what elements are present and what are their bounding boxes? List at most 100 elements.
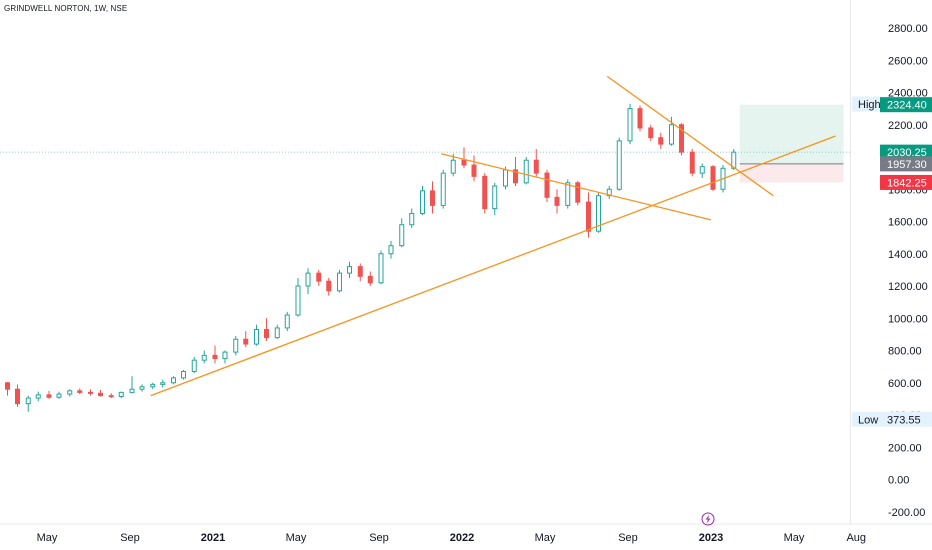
candle bbox=[316, 269, 322, 286]
candle bbox=[357, 263, 363, 282]
price-tag-entry: 1957.30 bbox=[880, 156, 932, 172]
candle bbox=[5, 381, 10, 396]
price-tag-bg bbox=[852, 411, 932, 427]
candle-body bbox=[689, 151, 695, 174]
candle bbox=[201, 350, 207, 364]
price-tag-value: 2324.40 bbox=[887, 100, 927, 112]
candle-body bbox=[233, 338, 239, 353]
candle bbox=[367, 271, 373, 286]
candle bbox=[98, 390, 103, 397]
candle-body bbox=[295, 285, 301, 316]
y-tick-label: 1200.00 bbox=[888, 281, 928, 293]
candle-body bbox=[5, 382, 10, 390]
candle bbox=[233, 335, 239, 356]
candle bbox=[627, 103, 633, 145]
candle bbox=[139, 384, 145, 392]
candle bbox=[77, 388, 83, 395]
candle-body bbox=[658, 137, 664, 145]
candle-body bbox=[15, 388, 20, 405]
trendline[interactable] bbox=[606, 75, 774, 197]
candle-body bbox=[316, 272, 322, 282]
candle bbox=[399, 218, 405, 248]
candle bbox=[450, 153, 456, 177]
candle bbox=[637, 105, 643, 132]
candle bbox=[347, 261, 352, 278]
candle bbox=[274, 324, 280, 340]
candle bbox=[669, 116, 674, 146]
candle bbox=[482, 173, 488, 214]
candle bbox=[108, 393, 114, 399]
candle-body bbox=[627, 108, 633, 142]
candle-body bbox=[56, 393, 62, 398]
position-zones bbox=[739, 104, 844, 183]
candle bbox=[243, 331, 249, 348]
x-tick-label: May bbox=[37, 532, 58, 544]
trendline[interactable] bbox=[150, 135, 836, 397]
candle-body bbox=[77, 390, 83, 393]
candle bbox=[554, 189, 560, 214]
price-tag-value: 2030.25 bbox=[887, 147, 927, 159]
trendline[interactable] bbox=[441, 153, 712, 221]
candle bbox=[533, 148, 539, 177]
y-tick-label: 1600.00 bbox=[888, 217, 928, 229]
candle bbox=[254, 324, 259, 346]
price-tag-value: 1842.25 bbox=[887, 177, 927, 189]
lightning-icon[interactable] bbox=[701, 512, 715, 526]
candle-body bbox=[648, 127, 654, 139]
candle-body bbox=[596, 195, 601, 232]
candle-body bbox=[118, 391, 124, 397]
price-axis-divider bbox=[850, 0, 851, 524]
price-tag-label: High bbox=[858, 99, 881, 111]
candle-body bbox=[409, 212, 415, 226]
candle-body bbox=[191, 359, 197, 372]
y-tick-label: 2400.00 bbox=[888, 88, 928, 100]
candle bbox=[25, 395, 31, 412]
candle-body bbox=[669, 124, 674, 145]
price-tag-bg bbox=[880, 174, 932, 190]
candle bbox=[731, 148, 737, 170]
candle bbox=[326, 277, 332, 296]
candle bbox=[15, 384, 20, 407]
candle-body bbox=[699, 166, 705, 174]
x-tick-label: May bbox=[286, 532, 307, 544]
candle bbox=[378, 250, 384, 285]
candle bbox=[150, 382, 156, 390]
candle-body bbox=[160, 382, 166, 385]
candle bbox=[409, 208, 415, 228]
price-tag-value: 1957.30 bbox=[887, 159, 927, 171]
trendlines bbox=[150, 75, 836, 397]
candle-body bbox=[513, 169, 518, 184]
candle-body bbox=[430, 190, 435, 206]
y-tick-label: 800.00 bbox=[888, 346, 922, 358]
candle-body bbox=[274, 327, 280, 339]
candle-body bbox=[337, 272, 342, 292]
y-tick-label: 600.00 bbox=[888, 378, 922, 390]
candle-body bbox=[503, 169, 508, 187]
price-tag-value: 373.55 bbox=[887, 414, 921, 426]
candle bbox=[471, 155, 477, 182]
candle bbox=[171, 376, 176, 385]
price-tag-target: 2324.40 bbox=[880, 97, 932, 113]
candles bbox=[5, 103, 737, 412]
candle bbox=[492, 182, 498, 216]
candle-body bbox=[139, 386, 145, 390]
candle-body bbox=[471, 164, 477, 177]
candle-body bbox=[388, 245, 394, 255]
candle bbox=[212, 345, 218, 364]
candle-body bbox=[25, 397, 31, 405]
candle bbox=[264, 318, 269, 341]
x-tick-label: May bbox=[784, 532, 805, 544]
price-tags: High2328.352324.402030.251957.301842.25L… bbox=[852, 96, 932, 427]
candle bbox=[118, 391, 124, 399]
candle bbox=[461, 147, 467, 169]
candle-body bbox=[222, 351, 228, 360]
x-tick-label: 2022 bbox=[450, 532, 474, 544]
x-tick-label: Sep bbox=[120, 532, 140, 544]
candle bbox=[222, 350, 228, 364]
candle bbox=[388, 240, 394, 259]
candle-body bbox=[150, 383, 156, 388]
candle-body bbox=[586, 201, 591, 232]
candle bbox=[284, 311, 290, 332]
candle-body bbox=[565, 182, 571, 206]
